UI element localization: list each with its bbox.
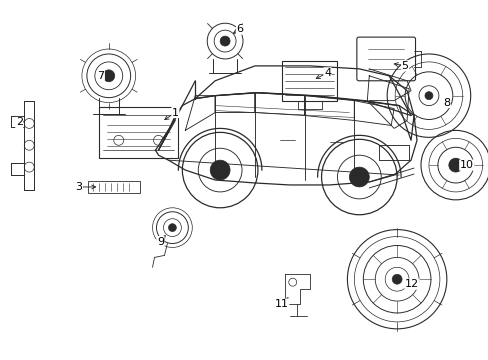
Circle shape <box>168 224 176 231</box>
Text: 8: 8 <box>443 98 449 108</box>
Text: 2: 2 <box>16 117 23 127</box>
Text: 3: 3 <box>75 182 82 192</box>
Text: 9: 9 <box>157 237 163 247</box>
Text: 6: 6 <box>236 24 243 34</box>
Circle shape <box>448 158 462 172</box>
FancyBboxPatch shape <box>88 181 139 193</box>
Text: 4: 4 <box>324 68 330 78</box>
Text: 5: 5 <box>401 61 408 71</box>
Text: 10: 10 <box>459 160 473 170</box>
Circle shape <box>391 274 401 284</box>
Text: 11: 11 <box>274 299 288 309</box>
Circle shape <box>349 167 368 187</box>
FancyBboxPatch shape <box>356 37 415 81</box>
Text: 7: 7 <box>97 71 104 81</box>
Circle shape <box>210 160 230 180</box>
Text: 1: 1 <box>172 108 179 117</box>
Text: 12: 12 <box>404 279 418 289</box>
Circle shape <box>102 70 115 82</box>
FancyBboxPatch shape <box>282 61 336 100</box>
Circle shape <box>220 36 230 46</box>
FancyBboxPatch shape <box>99 107 178 158</box>
Circle shape <box>424 92 432 100</box>
